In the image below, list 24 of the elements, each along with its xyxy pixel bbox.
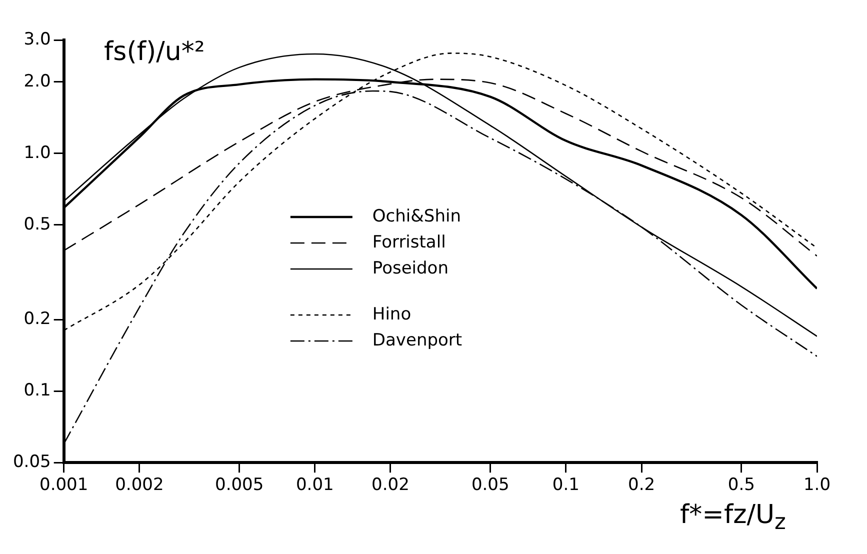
x-tick-label: 0.05 [471, 475, 510, 496]
x-axis-title: f*=fz/U$_{z}$ [680, 500, 786, 536]
y-tick-label: 1.0 [24, 142, 51, 163]
x-tick-label: 0.1 [552, 475, 580, 496]
x-tick-label: 0.002 [115, 475, 164, 496]
y-tick-label: 3.0 [24, 29, 51, 50]
x-tick-label: 1.0 [803, 475, 831, 496]
x-tick-label: 0.02 [372, 475, 410, 496]
y-tick-label: 0.1 [24, 380, 51, 400]
legend-label: Davenport [372, 330, 462, 350]
y-tick-label: 0.05 [12, 452, 51, 472]
y-tick-label: 0.5 [24, 214, 51, 234]
x-tick-label: 0.2 [628, 475, 656, 496]
x-tick-label: 0.01 [296, 475, 334, 496]
legend-label: Ochi&Shin [372, 206, 461, 226]
y-tick-label: 2.0 [24, 71, 51, 92]
x-tick-label: 0.5 [728, 475, 755, 496]
x-tick-label: 0.001 [40, 475, 88, 496]
y-axis-title: fs(f)/u*² [104, 37, 205, 67]
y-tick-label: 0.2 [24, 308, 51, 329]
x-tick-label: 0.005 [214, 475, 264, 496]
legend-label: Hino [372, 304, 412, 324]
legend-label: Poseidon [372, 258, 448, 278]
legend-label: Forristall [372, 232, 446, 252]
